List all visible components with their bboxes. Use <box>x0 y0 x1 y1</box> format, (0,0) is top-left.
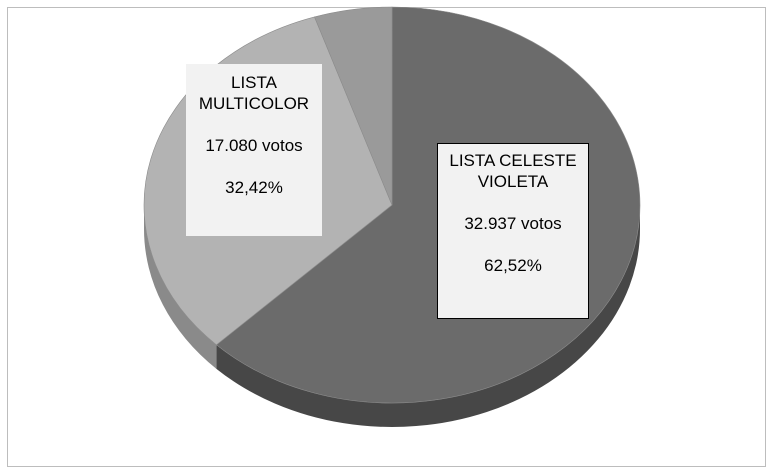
slice-value-label: 32.937 votos <box>464 214 562 233</box>
data-label-lista-celeste-violeta: LISTA CELESTE VIOLETA 32.937 votos 62,52… <box>437 143 589 319</box>
slice-percent-label: 32,42% <box>225 178 283 197</box>
slice-name-line: VIOLETA <box>477 172 549 191</box>
pie-slice-2 <box>314 6 393 206</box>
slice-name-line: LISTA <box>231 73 277 92</box>
pie-slice-side-1 <box>144 205 217 369</box>
slice-name-line: MULTICOLOR <box>198 94 310 113</box>
slice-name-line: LISTA CELESTE <box>449 151 577 170</box>
pie-sides <box>144 205 640 427</box>
slice-value-label: 17.080 votos <box>205 136 303 155</box>
pie-slice-side-0 <box>216 205 640 427</box>
slice-percent-label: 62,52% <box>484 256 542 275</box>
data-label-lista-multicolor: LISTA MULTICOLOR 17.080 votos 32,42% <box>186 64 322 236</box>
